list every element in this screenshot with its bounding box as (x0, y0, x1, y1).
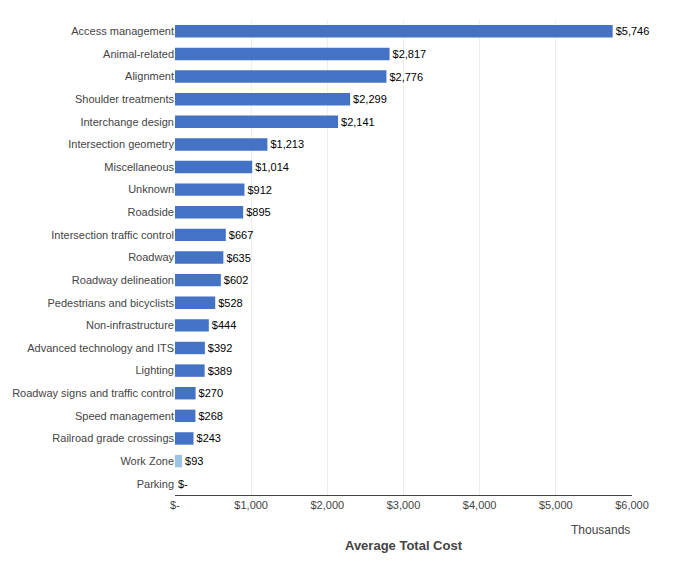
svg-text:$528: $528 (218, 297, 242, 309)
svg-text:Speed management: Speed management (75, 410, 174, 422)
svg-text:$2,141: $2,141 (341, 116, 375, 128)
svg-text:Work Zone: Work Zone (120, 455, 174, 467)
svg-text:$268: $268 (198, 410, 222, 422)
svg-text:$2,776: $2,776 (389, 71, 423, 83)
svg-text:$243: $243 (197, 432, 221, 444)
svg-text:Thousands: Thousands (571, 523, 630, 537)
svg-text:Roadway: Roadway (128, 251, 174, 263)
svg-text:$-: $- (170, 499, 180, 511)
svg-text:Lighting: Lighting (135, 364, 174, 376)
svg-text:$635: $635 (226, 252, 250, 264)
svg-text:Animal-related: Animal-related (103, 48, 174, 60)
svg-text:$2,000: $2,000 (311, 499, 345, 511)
svg-text:$1,000: $1,000 (234, 499, 268, 511)
svg-text:Intersection geometry: Intersection geometry (68, 138, 174, 150)
svg-text:Pedestrians and bicyclists: Pedestrians and bicyclists (47, 297, 174, 309)
svg-text:Railroad grade crossings: Railroad grade crossings (52, 432, 174, 444)
svg-text:$3,000: $3,000 (387, 499, 421, 511)
svg-text:$895: $895 (246, 206, 270, 218)
svg-text:$444: $444 (212, 319, 236, 331)
svg-text:Roadway delineation: Roadway delineation (72, 274, 174, 286)
svg-text:$5,746: $5,746 (616, 25, 650, 37)
svg-text:$5,000: $5,000 (539, 499, 573, 511)
svg-text:$389: $389 (208, 365, 232, 377)
svg-text:$912: $912 (247, 184, 271, 196)
svg-text:$4,000: $4,000 (463, 499, 497, 511)
svg-text:Average Total Cost: Average Total Cost (345, 538, 463, 553)
svg-text:$1,014: $1,014 (255, 161, 289, 173)
svg-text:$2,817: $2,817 (393, 48, 427, 60)
svg-text:$602: $602 (224, 274, 248, 286)
svg-text:$93: $93 (185, 455, 203, 467)
svg-text:Roadside: Roadside (128, 206, 174, 218)
svg-text:$392: $392 (208, 342, 232, 354)
svg-text:Unknown: Unknown (128, 183, 174, 195)
svg-text:Alignment: Alignment (125, 70, 174, 82)
svg-text:$6,000: $6,000 (615, 499, 649, 511)
svg-text:Miscellaneous: Miscellaneous (104, 161, 174, 173)
svg-text:$270: $270 (199, 387, 223, 399)
svg-text:Non-infrastructure: Non-infrastructure (86, 319, 174, 331)
svg-text:Access management: Access management (71, 25, 174, 37)
svg-text:Intersection traffic control: Intersection traffic control (51, 229, 174, 241)
svg-text:Roadway signs and traffic cont: Roadway signs and traffic control (12, 387, 174, 399)
svg-text:$1,213: $1,213 (270, 138, 304, 150)
svg-text:Advanced technology and ITS: Advanced technology and ITS (27, 342, 174, 354)
svg-text:Shoulder treatments: Shoulder treatments (75, 93, 175, 105)
svg-text:$667: $667 (229, 229, 253, 241)
svg-text:$-: $- (178, 478, 188, 490)
svg-text:Interchange design: Interchange design (80, 116, 174, 128)
svg-text:$2,299: $2,299 (353, 93, 387, 105)
svg-text:Parking: Parking (137, 478, 174, 490)
